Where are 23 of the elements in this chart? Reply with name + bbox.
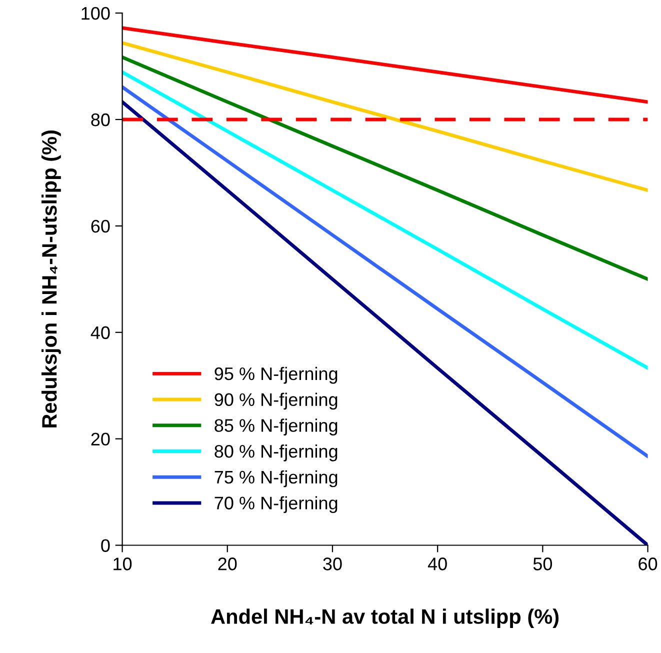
y-tick-label: 40 — [90, 326, 110, 340]
x-tick-label: 50 — [533, 558, 552, 570]
line-series — [122, 55, 648, 281]
y-tick-label: 20 — [91, 432, 110, 446]
y-tick-label: 100 — [82, 6, 110, 20]
y-tick-label: 0 — [101, 539, 110, 552]
line-series — [122, 41, 648, 192]
y-tick-label: 80 — [91, 113, 110, 126]
legend-label: 80 % N-fjerning — [214, 444, 338, 462]
x-tick-label: 30 — [323, 558, 342, 570]
x-tick-label: 20 — [218, 558, 237, 570]
x-tick-label: 60 — [638, 558, 658, 570]
legend-label: 70 % N-fjerning — [214, 496, 338, 514]
legend-label: 95 % N-fjerning — [214, 366, 338, 384]
x-axis-title: Andel NH₄-N av total N i utslipp (%) — [211, 608, 559, 628]
legend-label: 75 % N-fjerning — [214, 470, 338, 488]
y-tick-label: 60 — [91, 220, 110, 233]
legend-label: 85 % N-fjerning — [214, 418, 338, 436]
legend-label: 90 % N-fjerning — [214, 392, 338, 410]
x-tick-label: 40 — [428, 558, 447, 570]
line-series — [122, 26, 648, 104]
y-axis-title: Reduksjon i NH₄-N-utslipp (%) — [41, 130, 61, 428]
x-tick-label: 10 — [114, 558, 132, 570]
